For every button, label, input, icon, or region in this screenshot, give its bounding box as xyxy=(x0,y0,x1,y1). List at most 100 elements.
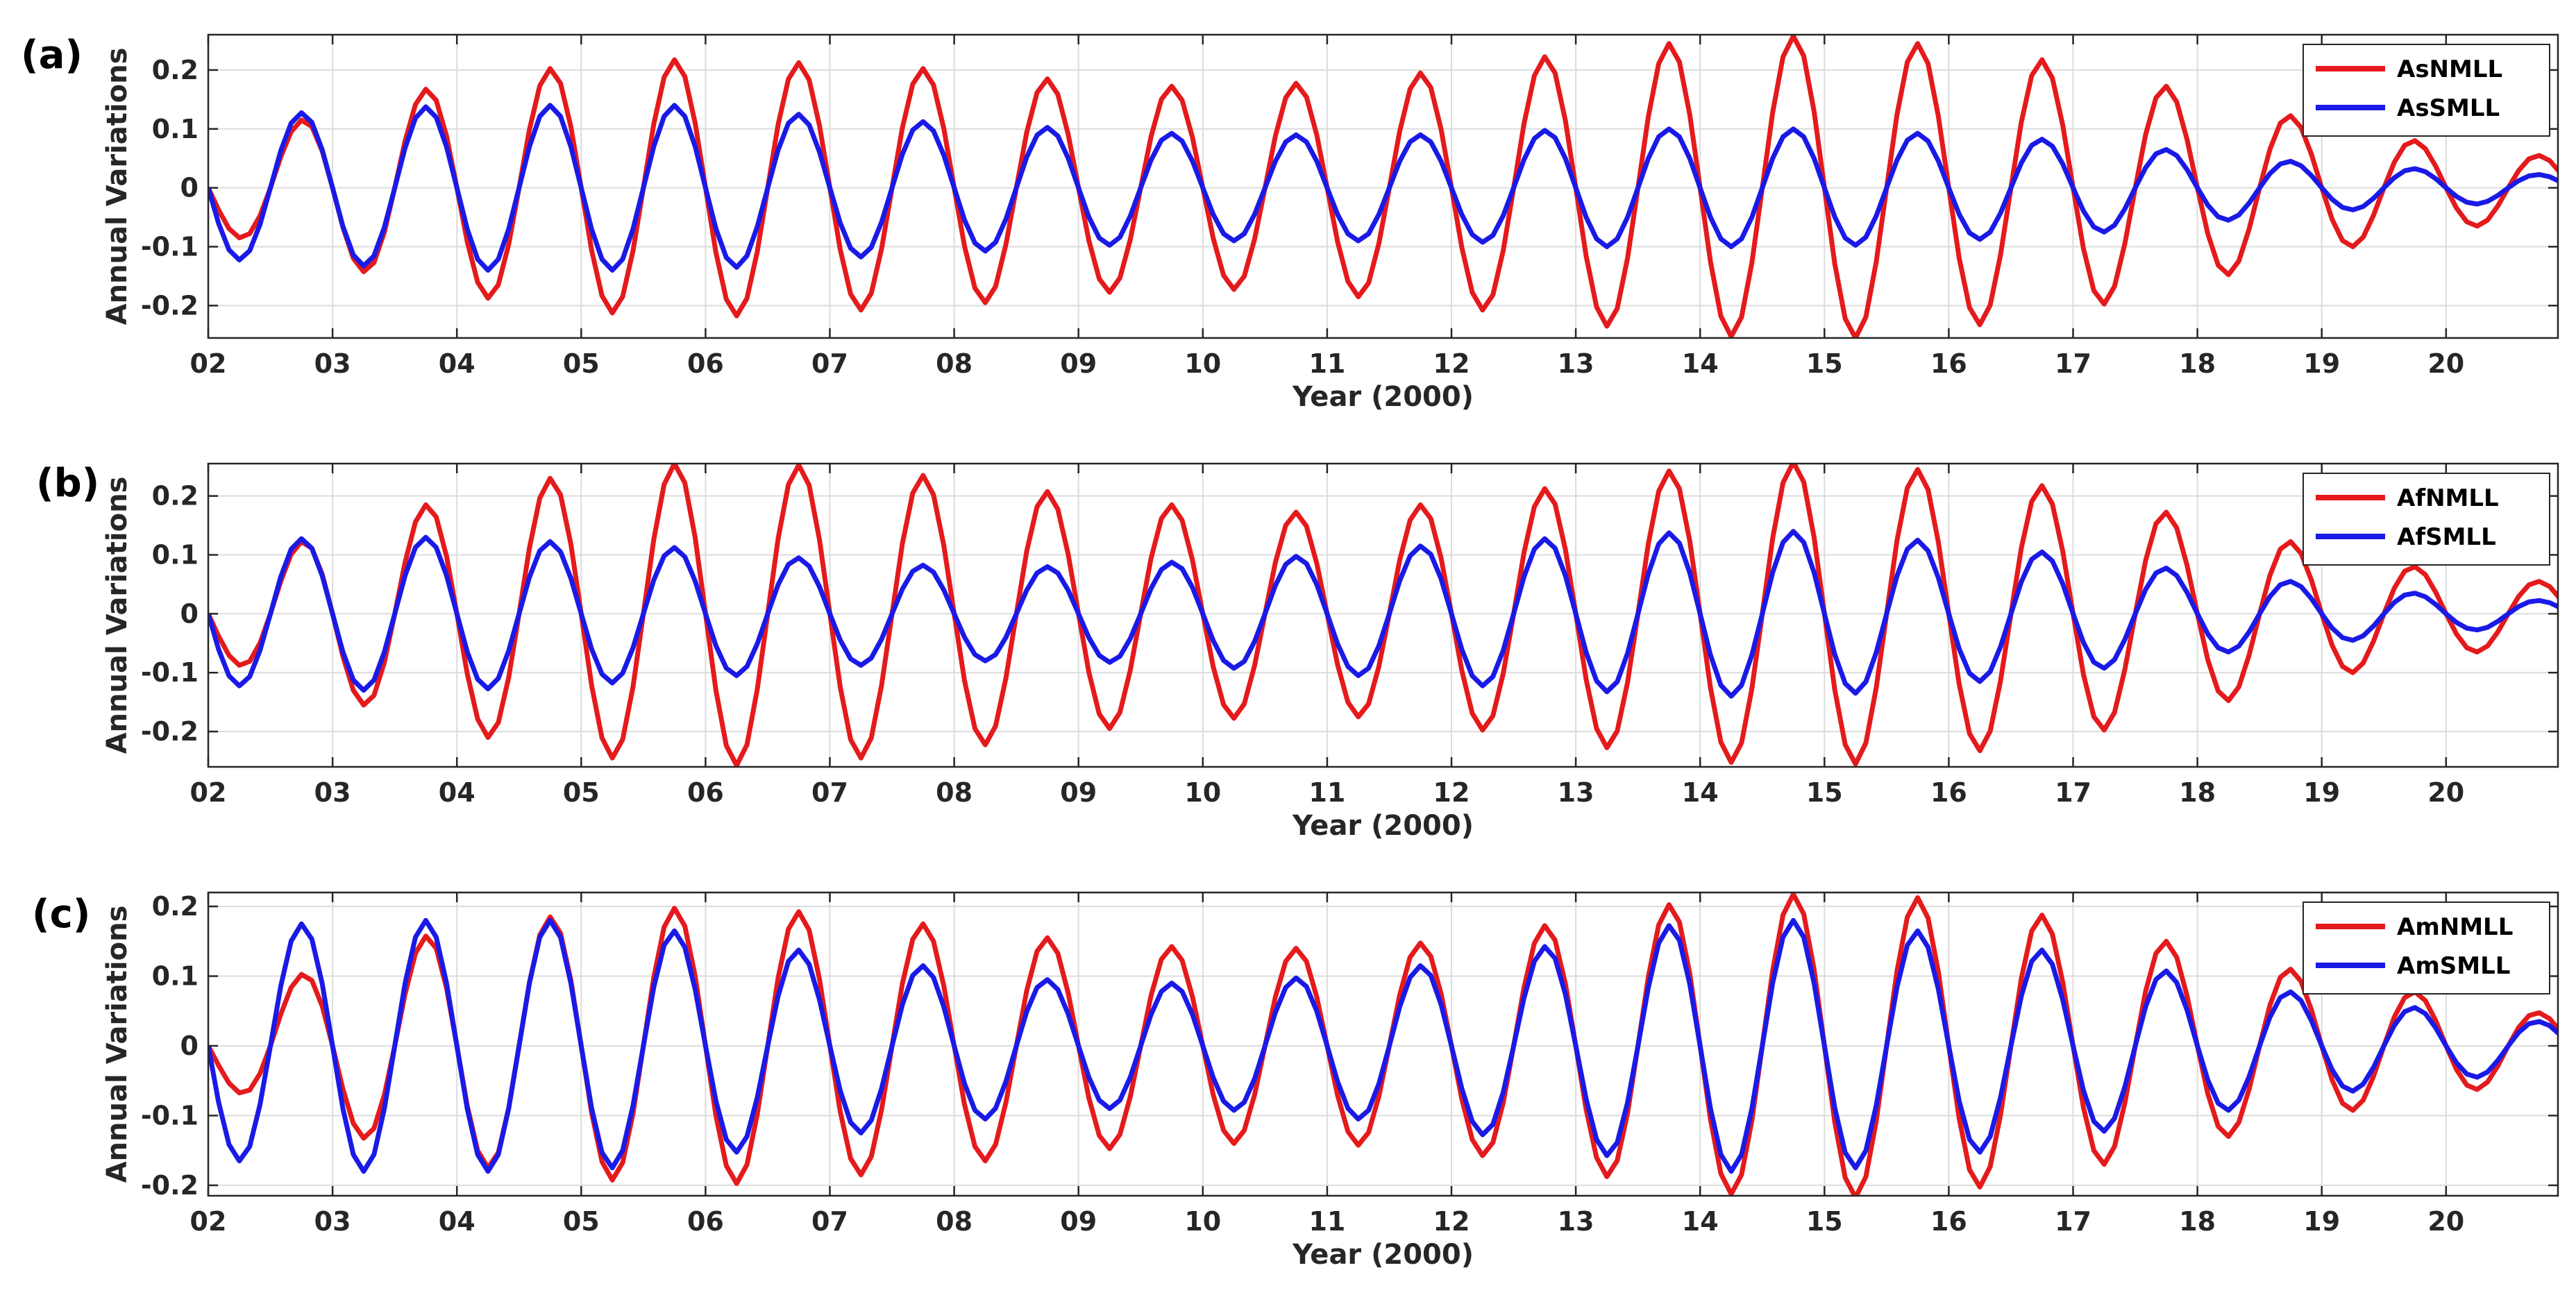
series-line-AmSMLL xyxy=(208,917,2558,1174)
x-tick-label: 19 xyxy=(2303,1206,2340,1237)
chart-panel-2: 02 03 04 05 06 07 08 09 10 11 12 13 14 15 16 17 18 19 20 -0… xyxy=(36,461,2559,842)
series-line-AsSMLL xyxy=(208,103,2558,273)
series-line-AfSMLL xyxy=(208,529,2558,699)
x-tick-label: 08 xyxy=(936,1206,973,1237)
y-axis-title: Annual Variations xyxy=(101,48,133,325)
x-tick-label: 12 xyxy=(1433,1206,1470,1237)
x-tick-label: 13 xyxy=(1558,348,1594,379)
x-tick-label: 06 xyxy=(687,777,724,808)
x-tick-label: 14 xyxy=(1682,348,1719,379)
x-tick-label: 20 xyxy=(2427,348,2464,379)
x-tick-label: 08 xyxy=(936,777,973,808)
x-tick-label: 04 xyxy=(439,1206,475,1237)
panel-label: (c) xyxy=(32,892,90,937)
x-tick-label: 03 xyxy=(314,777,351,808)
y-tick-label: -0.2 xyxy=(141,290,199,321)
x-tick-label: 17 xyxy=(2055,777,2091,808)
x-tick-label: 16 xyxy=(1930,777,1967,808)
series-line-AfNMLL xyxy=(208,464,2558,767)
y-tick-label: 0 xyxy=(180,173,199,203)
legend-label: AmNMLL xyxy=(2397,913,2513,941)
x-tick-label: 09 xyxy=(1060,1206,1097,1237)
x-tick-label: 02 xyxy=(190,348,227,379)
x-tick-label: 20 xyxy=(2427,1206,2464,1237)
x-tick-label: 07 xyxy=(811,777,848,808)
x-axis-title: Year (2000) xyxy=(1292,810,1474,842)
x-axis-title: Year (2000) xyxy=(1292,381,1474,413)
x-tick-label: 07 xyxy=(811,1206,848,1237)
axes-frame xyxy=(207,462,2559,768)
x-tick-label: 18 xyxy=(2179,348,2216,379)
legend-box xyxy=(2303,902,2550,994)
x-tick-label: 10 xyxy=(1184,1206,1221,1237)
x-tick-label: 09 xyxy=(1060,777,1097,808)
x-tick-label: 10 xyxy=(1184,777,1221,808)
x-tick-label: 15 xyxy=(1806,348,1843,379)
legend-label: AfSMLL xyxy=(2397,523,2496,551)
legend-box xyxy=(2303,473,2550,566)
legend-label: AfNMLL xyxy=(2397,484,2499,512)
x-tick-label: 19 xyxy=(2303,777,2340,808)
x-tick-label: 15 xyxy=(1806,777,1843,808)
x-tick-label: 04 xyxy=(439,777,475,808)
legend-label: AmSMLL xyxy=(2397,952,2510,980)
x-tick-label: 11 xyxy=(1308,777,1345,808)
y-tick-label: 0 xyxy=(180,1031,199,1061)
x-tick-label: 05 xyxy=(563,348,600,379)
x-tick-label: 03 xyxy=(314,348,351,379)
x-tick-label: 03 xyxy=(314,1206,351,1237)
y-tick-label: -0.2 xyxy=(141,716,199,747)
x-axis-title: Year (2000) xyxy=(1292,1239,1474,1271)
x-tick-label: 12 xyxy=(1433,348,1470,379)
panel-label: (b) xyxy=(36,461,99,506)
y-tick-label: 0.2 xyxy=(152,55,199,85)
x-tick-label: 02 xyxy=(190,1206,227,1237)
y-tick-label: -0.1 xyxy=(141,657,199,688)
x-tick-label: 10 xyxy=(1184,348,1221,379)
x-tick-label: 04 xyxy=(439,348,475,379)
y-tick-label: -0.1 xyxy=(141,1100,199,1131)
x-tick-label: 20 xyxy=(2427,777,2464,808)
x-tick-label: 19 xyxy=(2303,348,2340,379)
x-tick-label: 08 xyxy=(936,348,973,379)
x-tick-label: 16 xyxy=(1930,1206,1967,1237)
chart-panel-3: 02 03 04 05 06 07 08 09 10 11 12 13 14 15 16 17 18 19 20 -0… xyxy=(32,891,2559,1271)
y-tick-label: 0.1 xyxy=(152,961,199,992)
y-axis-title: Annual Variations xyxy=(101,477,133,754)
x-tick-label: 06 xyxy=(687,348,724,379)
x-tick-label: 17 xyxy=(2055,348,2091,379)
x-tick-label: 14 xyxy=(1682,777,1719,808)
x-tick-label: 15 xyxy=(1806,1206,1843,1237)
x-tick-label: 12 xyxy=(1433,777,1470,808)
y-axis-title: Annual Variations xyxy=(101,906,133,1183)
x-tick-label: 14 xyxy=(1682,1206,1719,1237)
panel-label: (a) xyxy=(21,33,83,78)
x-tick-label: 16 xyxy=(1930,348,1967,379)
x-tick-label: 06 xyxy=(687,1206,724,1237)
y-tick-label: 0.1 xyxy=(152,114,199,144)
legend-label: AsNMLL xyxy=(2397,56,2502,83)
x-tick-label: 05 xyxy=(563,777,600,808)
chart-panel-1: 02 03 04 05 06 07 08 09 10 11 12 13 14 15 16 17 18 19 20 -0… xyxy=(21,33,2559,413)
x-tick-label: 02 xyxy=(190,777,227,808)
x-tick-label: 18 xyxy=(2179,1206,2216,1237)
y-tick-label: -0.1 xyxy=(141,231,199,262)
y-tick-label: -0.2 xyxy=(141,1170,199,1201)
x-tick-label: 11 xyxy=(1308,1206,1345,1237)
legend-label: AsSMLL xyxy=(2397,94,2500,122)
x-tick-label: 09 xyxy=(1060,348,1097,379)
x-tick-label: 07 xyxy=(811,348,848,379)
x-tick-label: 17 xyxy=(2055,1206,2091,1237)
axes-frame xyxy=(207,891,2559,1197)
x-tick-label: 11 xyxy=(1308,348,1345,379)
plot-area xyxy=(208,464,2558,767)
x-tick-label: 18 xyxy=(2179,777,2216,808)
legend-box xyxy=(2303,44,2550,137)
series-line-AsNMLL xyxy=(208,35,2558,338)
x-tick-label: 05 xyxy=(563,1206,600,1237)
x-tick-label: 13 xyxy=(1558,1206,1594,1237)
y-tick-label: 0.1 xyxy=(152,540,199,570)
y-tick-label: 0 xyxy=(180,598,199,629)
y-tick-label: 0.2 xyxy=(152,891,199,922)
